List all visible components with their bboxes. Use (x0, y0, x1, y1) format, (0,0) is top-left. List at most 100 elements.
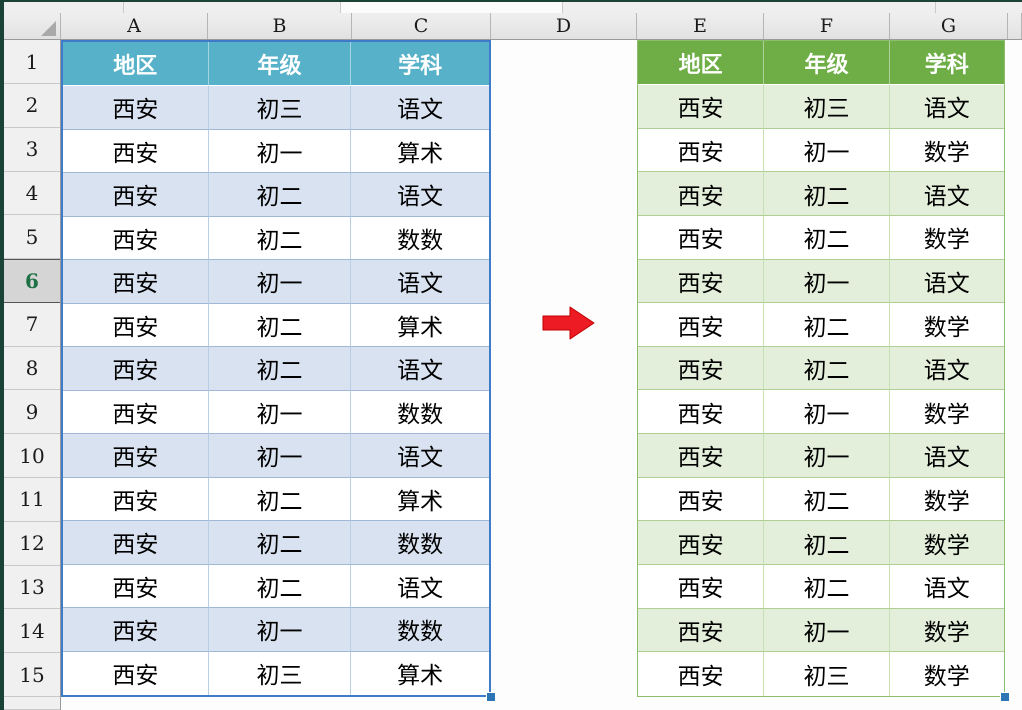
row-header-7[interactable]: 7 (4, 302, 60, 347)
spreadsheet-cell[interactable]: 初二 (764, 346, 890, 391)
spreadsheet-cell[interactable]: 初二 (764, 215, 890, 260)
spreadsheet-cell[interactable]: 语文 (351, 173, 489, 217)
spreadsheet-cell[interactable]: 语文 (889, 565, 1004, 609)
spreadsheet-cell[interactable]: 数学 (889, 477, 1004, 522)
spreadsheet-cell[interactable]: 西安 (638, 259, 765, 304)
spreadsheet-cell[interactable]: 西安 (638, 521, 765, 566)
header-cell[interactable]: 年级 (764, 41, 890, 85)
header-cell[interactable]: 地区 (63, 42, 209, 86)
spreadsheet-cell[interactable]: 初二 (764, 565, 890, 609)
row-header-9[interactable]: 9 (4, 390, 60, 435)
spreadsheet-cell[interactable]: 初一 (208, 129, 352, 173)
spreadsheet-cell[interactable]: 初二 (208, 303, 352, 347)
spreadsheet-cell[interactable]: 数学 (889, 521, 1004, 566)
column-header-C[interactable]: C (352, 13, 491, 39)
spreadsheet-cell[interactable]: 数数 (351, 608, 489, 652)
spreadsheet-cell[interactable]: 西安 (638, 85, 765, 129)
spreadsheet-cell[interactable]: 语文 (351, 260, 489, 304)
row-header-14[interactable]: 14 (4, 609, 60, 654)
spreadsheet-cell[interactable]: 西安 (63, 390, 209, 434)
spreadsheet-cell[interactable]: 西安 (63, 434, 209, 478)
spreadsheet-cell[interactable]: 初二 (764, 477, 890, 522)
row-header-12[interactable]: 12 (4, 521, 60, 566)
row-header-15[interactable]: 15 (4, 653, 60, 697)
column-header-D[interactable]: D (491, 13, 637, 39)
spreadsheet-cell[interactable]: 初一 (208, 608, 352, 652)
spreadsheet-cell[interactable]: 西安 (638, 128, 765, 173)
spreadsheet-cell[interactable]: 西安 (638, 346, 765, 391)
spreadsheet-cell[interactable]: 初二 (208, 564, 352, 608)
spreadsheet-cell[interactable]: 西安 (63, 477, 209, 521)
spreadsheet-cell[interactable]: 初一 (764, 608, 890, 653)
header-cell[interactable]: 学科 (889, 41, 1004, 85)
spreadsheet-cell[interactable]: 数学 (889, 652, 1004, 696)
spreadsheet-cell[interactable]: 西安 (638, 477, 765, 522)
spreadsheet-cell[interactable]: 数学 (889, 128, 1004, 173)
spreadsheet-cell[interactable]: 语文 (351, 564, 489, 608)
column-header-F[interactable]: F (764, 13, 890, 39)
row-header-1[interactable]: 1 (4, 40, 60, 84)
spreadsheet-cell[interactable]: 数学 (889, 303, 1004, 347)
spreadsheet-cell[interactable]: 初二 (208, 216, 352, 260)
spreadsheet-cell[interactable]: 西安 (63, 216, 209, 260)
spreadsheet-cell[interactable]: 算术 (351, 303, 489, 347)
row-header-11[interactable]: 11 (4, 478, 60, 522)
spreadsheet-cell[interactable]: 初一 (764, 259, 890, 304)
spreadsheet-cell[interactable]: 西安 (638, 215, 765, 260)
spreadsheet-cell[interactable]: 西安 (63, 608, 209, 652)
spreadsheet-cell[interactable]: 数学 (889, 608, 1004, 653)
row-header-8[interactable]: 8 (4, 346, 60, 391)
spreadsheet-cell[interactable]: 初二 (764, 521, 890, 566)
spreadsheet-cell[interactable]: 初一 (764, 128, 890, 173)
spreadsheet-cell[interactable]: 初二 (208, 477, 352, 521)
spreadsheet-cell[interactable]: 数学 (889, 215, 1004, 260)
column-header-A[interactable]: A (61, 13, 208, 39)
row-header-13[interactable]: 13 (4, 565, 60, 610)
spreadsheet-cell[interactable]: 算术 (351, 129, 489, 173)
spreadsheet-cell[interactable]: 算术 (351, 651, 489, 695)
header-cell[interactable]: 学科 (351, 42, 489, 86)
row-header-6[interactable]: 6 (4, 259, 60, 303)
spreadsheet-cell[interactable]: 语文 (351, 86, 489, 130)
spreadsheet-cell[interactable]: 西安 (638, 434, 765, 478)
row-header-10[interactable]: 10 (4, 434, 60, 479)
spreadsheet-cell[interactable]: 语文 (889, 172, 1004, 216)
column-header-G[interactable]: G (890, 13, 1008, 39)
spreadsheet-cell[interactable]: 初一 (208, 434, 352, 478)
spreadsheet-cell[interactable]: 数数 (351, 390, 489, 434)
spreadsheet-cell[interactable]: 西安 (63, 564, 209, 608)
spreadsheet-cell[interactable]: 初一 (208, 390, 352, 434)
spreadsheet-cell[interactable]: 语文 (889, 259, 1004, 304)
spreadsheet-cell[interactable]: 初三 (208, 86, 352, 130)
spreadsheet-cell[interactable]: 语文 (351, 434, 489, 478)
header-cell[interactable]: 地区 (638, 41, 765, 85)
spreadsheet-cell[interactable]: 初二 (764, 172, 890, 216)
row-header-4[interactable]: 4 (4, 171, 60, 216)
spreadsheet-cell[interactable]: 初二 (208, 347, 352, 391)
column-header-partial[interactable] (1008, 13, 1022, 39)
spreadsheet-cell[interactable]: 西安 (63, 173, 209, 217)
spreadsheet-cell[interactable]: 西安 (63, 129, 209, 173)
spreadsheet-cell[interactable]: 初三 (764, 652, 890, 696)
header-cell[interactable]: 年级 (208, 42, 352, 86)
spreadsheet-cell[interactable]: 语文 (889, 346, 1004, 391)
spreadsheet-cell[interactable]: 数数 (351, 521, 489, 565)
spreadsheet-cell[interactable]: 算术 (351, 477, 489, 521)
spreadsheet-cell[interactable]: 西安 (638, 608, 765, 653)
spreadsheet-cell[interactable]: 初二 (208, 521, 352, 565)
spreadsheet-cell[interactable]: 语文 (889, 434, 1004, 478)
row-header-2[interactable]: 2 (4, 84, 60, 128)
spreadsheet-cell[interactable]: 初一 (764, 390, 890, 435)
spreadsheet-cell[interactable]: 西安 (63, 521, 209, 565)
spreadsheet-cell[interactable]: 西安 (638, 565, 765, 609)
spreadsheet-cell[interactable]: 西安 (63, 347, 209, 391)
spreadsheet-cell[interactable]: 初一 (208, 260, 352, 304)
column-header-B[interactable]: B (208, 13, 352, 39)
spreadsheet-cell[interactable]: 初三 (764, 85, 890, 129)
spreadsheet-cell[interactable]: 西安 (63, 260, 209, 304)
fill-handle-right-table[interactable] (1000, 692, 1009, 701)
spreadsheet-cell[interactable]: 数数 (351, 216, 489, 260)
spreadsheet-cell[interactable]: 初二 (208, 173, 352, 217)
spreadsheet-cell[interactable]: 西安 (63, 86, 209, 130)
spreadsheet-cell[interactable]: 西安 (638, 652, 765, 696)
